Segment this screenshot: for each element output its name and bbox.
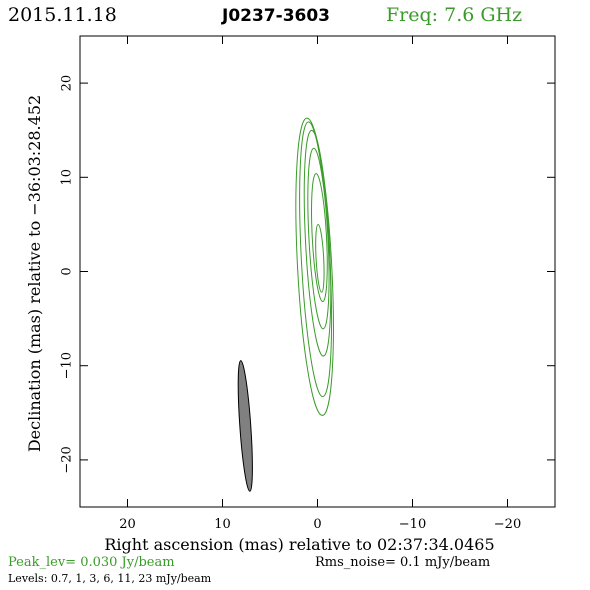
y-tick-label: 0 — [60, 267, 75, 275]
beam-ellipse — [237, 360, 253, 492]
y-tick-label: −10 — [60, 352, 75, 379]
contour-level-0_7 — [295, 117, 334, 416]
x-tick-label: −20 — [494, 517, 521, 532]
contour-level-11 — [311, 173, 328, 303]
source-name: J0237-3603 — [221, 6, 330, 26]
observation-date: 2015.11.18 — [8, 4, 117, 26]
rms-noise-text: Rms_noise= 0.1 mJy/beam — [315, 555, 490, 570]
axis-ticks: 20 10 0 −10 −20 20 10 0 −10 −20 — [60, 36, 555, 532]
x-axis-label: Right ascension (mas) relative to 02:37:… — [104, 535, 494, 554]
plot-marks — [237, 117, 334, 492]
y-tick-label: −20 — [60, 446, 75, 473]
y-axis-label: Declination (mas) relative to −36:03:28.… — [25, 95, 44, 452]
x-tick-label: −10 — [399, 517, 426, 532]
peak-level-text: Peak_lev= 0.030 Jy/beam — [8, 555, 175, 570]
y-tick-label: 10 — [60, 169, 75, 186]
x-tick-label: 10 — [214, 517, 231, 532]
contour-level-3 — [303, 129, 332, 357]
contour-levels-text: Levels: 0.7, 1, 3, 6, 11, 23 mJy/beam — [8, 572, 212, 585]
x-tick-label: 20 — [119, 517, 136, 532]
frequency-label: Freq: 7.6 GHz — [386, 4, 522, 26]
contour-level-6 — [307, 147, 330, 330]
contour-level-23 — [315, 223, 325, 293]
y-tick-label: 20 — [60, 75, 75, 92]
x-tick-label: 0 — [313, 517, 321, 532]
